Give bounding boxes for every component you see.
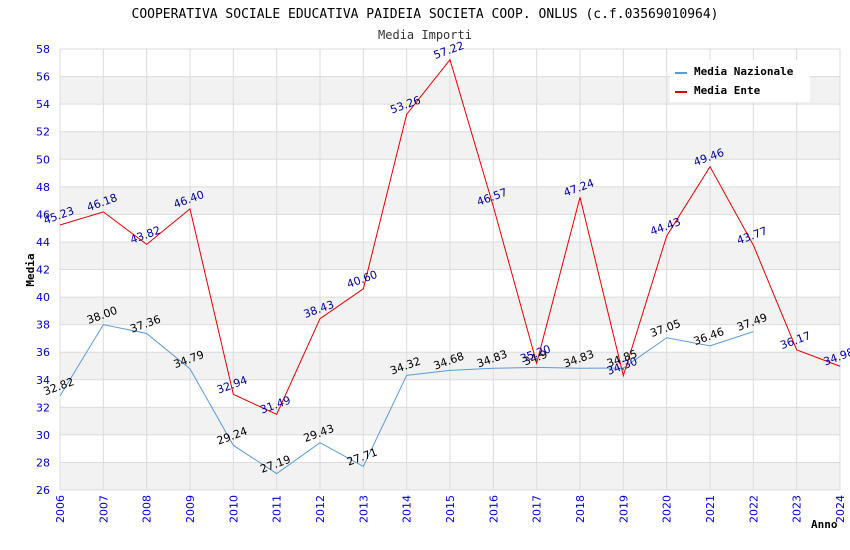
y-tick-label: 48 [36, 181, 50, 194]
x-tick-label: 2021 [704, 495, 717, 523]
x-tick-label: 2015 [444, 495, 457, 523]
x-axis-label: Anno [811, 518, 838, 531]
y-tick-label: 56 [36, 71, 50, 84]
chart-title: COOPERATIVA SOCIALE EDUCATIVA PAIDEIA SO… [132, 7, 719, 22]
y-tick-label: 40 [36, 291, 50, 304]
legend-label-media-nazionale: Media Nazionale [694, 65, 794, 78]
x-tick-label: 2009 [184, 495, 197, 523]
x-tick-label: 2016 [487, 495, 500, 523]
y-tick-label: 46 [36, 208, 50, 221]
y-tick-label: 34 [36, 374, 50, 387]
x-tick-label: 2020 [661, 495, 674, 523]
y-tick-label: 32 [36, 401, 50, 414]
x-tick-label: 2018 [574, 495, 587, 523]
x-axis-ticks: 2006 2007 2008 2009 2010 2011 2012 2013 2014 2015… [54, 495, 847, 523]
x-tick-label: 2019 [617, 495, 630, 523]
series-line-media-nazionale [59, 324, 754, 475]
x-tick-label: 2023 [791, 495, 804, 523]
legend-label-media-ente: Media Ente [694, 84, 761, 97]
y-tick-label: 50 [36, 153, 50, 166]
x-tick-label: 2013 [357, 495, 370, 523]
series-lines [59, 58, 841, 475]
legend: Media Nazionale Media Ente [670, 60, 810, 102]
x-tick-label: 2022 [747, 495, 760, 523]
y-tick-label: 28 [36, 456, 50, 469]
x-tick-label: 2012 [314, 495, 327, 523]
y-tick-label: 36 [36, 346, 50, 359]
series-line-media-ente [59, 58, 841, 416]
y-axis-ticks: 26 28 30 32 34 36 38 40 42 44 46 48 50 52 54 56 58 [36, 43, 50, 497]
y-tick-label: 26 [36, 484, 50, 497]
y-tick-label: 42 [36, 264, 50, 277]
grid-lines [59, 48, 841, 491]
legend-box [670, 60, 810, 102]
y-tick-label: 52 [36, 126, 50, 139]
x-tick-label: 2006 [54, 495, 67, 523]
y-tick-label: 58 [36, 43, 50, 56]
x-tick-label: 2014 [401, 495, 414, 523]
x-tick-label: 2010 [227, 495, 240, 523]
x-tick-label: 2007 [97, 495, 110, 523]
y-tick-label: 38 [36, 319, 50, 332]
x-tick-label: 2008 [141, 495, 154, 523]
y-tick-label: 30 [36, 429, 50, 442]
y-tick-label: 44 [36, 236, 50, 249]
y-tick-label: 54 [36, 98, 50, 111]
x-tick-label: 2024 [834, 495, 847, 523]
y-axis-label: Media [24, 253, 37, 286]
x-tick-label: 2017 [531, 495, 544, 523]
x-tick-label: 2011 [271, 495, 284, 523]
chart-subtitle: Media Importi [378, 28, 472, 42]
